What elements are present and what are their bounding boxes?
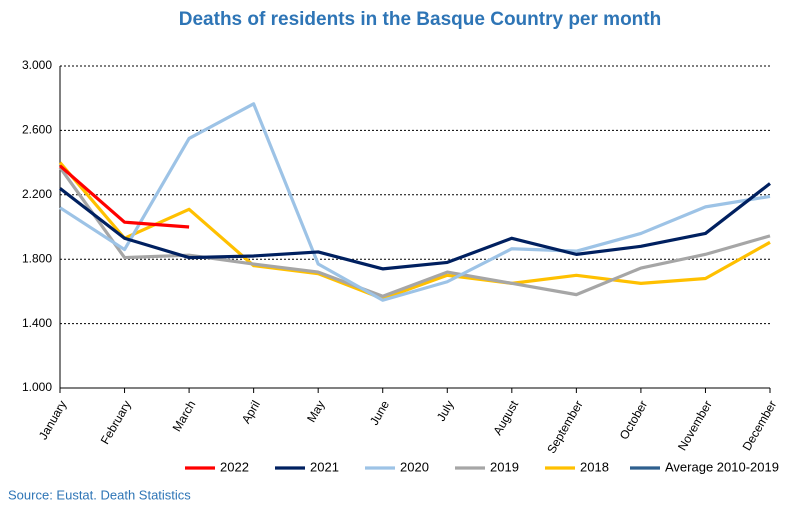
x-tick-label: September — [544, 398, 585, 456]
series-line — [59, 182, 771, 271]
x-tick-label: July — [434, 398, 457, 423]
legend-label: Average 2010-2019 — [665, 459, 779, 474]
y-tick-label: 1.000 — [22, 380, 52, 394]
y-tick-label: 2.600 — [22, 123, 52, 137]
chart-title: Deaths of residents in the Basque Countr… — [179, 9, 661, 30]
x-tick-label: January — [36, 398, 69, 442]
series-line — [58, 166, 771, 298]
x-tick-label: June — [367, 398, 392, 428]
y-tick-label: 1.400 — [22, 316, 52, 330]
series-line — [59, 102, 771, 302]
x-tick-label: November — [675, 398, 715, 453]
x-tick-label: December — [740, 398, 780, 453]
series-line — [58, 164, 190, 229]
x-tick-label: March — [170, 398, 199, 434]
legend-label: 2022 — [220, 459, 249, 474]
x-tick-label: February — [98, 398, 134, 447]
y-tick-label: 2.200 — [22, 187, 52, 201]
x-tick-label: May — [304, 398, 327, 425]
source-note: Source: Eustat. Death Statistics — [8, 487, 191, 502]
x-tick-label: April — [239, 398, 263, 426]
x-tick-label: August — [490, 398, 521, 438]
x-tick-label: October — [617, 398, 650, 442]
legend-label: 2020 — [400, 459, 429, 474]
y-tick-label: 1.800 — [22, 251, 52, 265]
y-tick-label: 3.000 — [22, 58, 52, 72]
series-line — [58, 161, 771, 301]
legend-label: 2019 — [490, 459, 519, 474]
legend-label: 2018 — [580, 459, 609, 474]
legend-label: 2021 — [310, 459, 339, 474]
